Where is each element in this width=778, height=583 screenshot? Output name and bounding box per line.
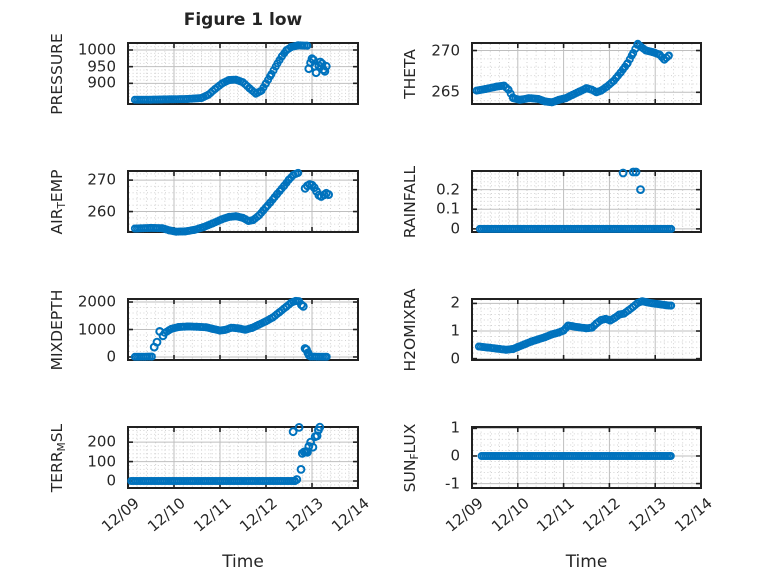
subplot-AIR_TEMP [127,168,359,236]
ytick-label-SUN_FLUX: -1 [445,474,460,493]
ytick-label-TERR_MSL: 200 [87,432,116,451]
ytick-label-PRESSURE: 950 [87,57,116,76]
figure-title: Figure 1 low [183,10,303,30]
subplot-MIXDEPTH [127,296,359,361]
subplot-TERR_MSL [127,422,359,489]
subplot-H2OMIXRA [471,297,702,361]
ylabel-H2OMIXRA: H2OMIXRA [401,287,419,372]
ylabel-MIXDEPTH: MIXDEPTH [48,289,66,370]
ytick-label-MIXDEPTH: 0 [106,347,116,366]
ytick-label-AIR_TEMP: 270 [87,170,116,189]
ytick-label-H2OMIXRA: 0 [450,349,460,368]
ytick-label-AIR_TEMP: 260 [87,202,116,221]
ytick-label-RAINFALL: 0 [450,219,460,238]
subplot-PRESSURE [127,41,359,105]
ylabel-PRESSURE: PRESSURE [48,32,66,115]
ytick-label-RAINFALL: 0.1 [436,199,460,218]
ylabel-THETA: THETA [401,48,419,99]
ytick-label-PRESSURE: 900 [87,73,116,92]
ylabel-RAINFALL: RAINFALL [401,165,419,238]
ytick-label-MIXDEPTH: 2000 [77,292,116,311]
xlabel-time-left: Time [222,552,264,572]
ytick-label-H2OMIXRA: 1 [450,321,460,340]
subplot-THETA [471,39,702,107]
subplot-SUN_FLUX [471,426,702,489]
ytick-label-SUN_FLUX: 0 [450,446,460,465]
ytick-label-PRESSURE: 1000 [77,40,116,59]
ytick-label-MIXDEPTH: 1000 [77,319,116,338]
ytick-label-TERR_MSL: 0 [106,471,116,490]
ytick-label-RAINFALL: 0.2 [436,180,460,199]
ytick-label-TERR_MSL: 100 [87,452,116,471]
ylabel-SUN_FLUX: SUNFLUX [401,423,421,492]
ytick-label-THETA: 270 [431,40,460,59]
ytick-label-SUN_FLUX: 1 [450,418,460,437]
subplot-RAINFALL [471,167,702,233]
ytick-label-H2OMIXRA: 2 [450,293,460,312]
ylabel-AIR_TEMP: AIRTEMP [48,169,68,234]
ytick-label-THETA: 265 [431,82,460,101]
xlabel-time-right: Time [565,552,608,572]
ylabel-TERR_MSL: TERRMSL [48,423,68,492]
